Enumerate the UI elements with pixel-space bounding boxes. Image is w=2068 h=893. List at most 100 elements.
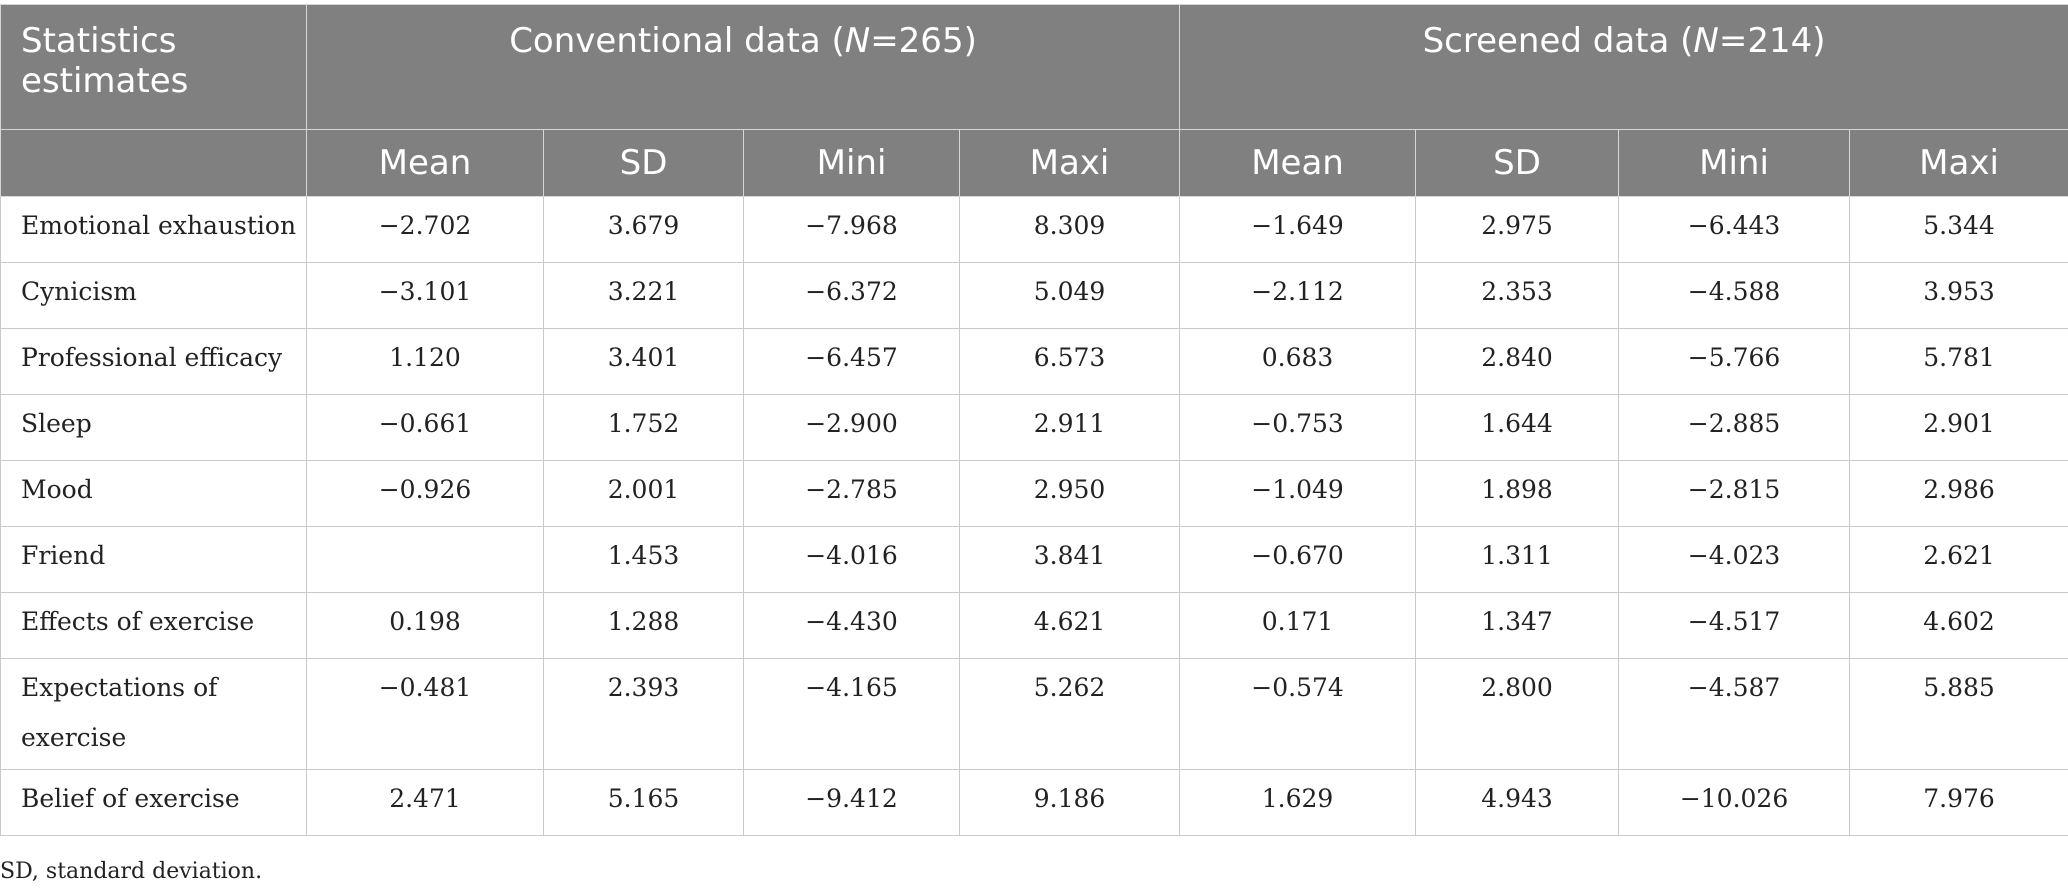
table-cell: −4.165 — [743, 658, 960, 770]
row-label: Expectations of exercise — [0, 658, 307, 770]
table-cell: −2.785 — [743, 460, 960, 527]
screened-suffix: =214) — [1718, 21, 1826, 61]
row-label: Cynicism — [0, 262, 307, 329]
screened-n-symbol: N — [1693, 21, 1719, 61]
table-cell: 4.943 — [1415, 769, 1620, 836]
table-cell: 6.573 — [958, 328, 1181, 395]
conventional-data-header: Conventional data (N=265) — [305, 4, 1181, 130]
conventional-prefix: Conventional data ( — [509, 21, 845, 61]
subcol-header: Mean — [1179, 129, 1417, 197]
table-cell: 2.975 — [1415, 196, 1620, 263]
table-cell: 2.001 — [543, 460, 744, 527]
table-cell: 5.262 — [958, 658, 1181, 770]
screened-data-header: Screened data (N=214) — [1179, 4, 2068, 130]
table-cell: 2.800 — [1415, 658, 1620, 770]
row-label: Emotional exhaustion — [0, 196, 307, 263]
row-label: Mood — [0, 460, 307, 527]
table-cell: 2.353 — [1415, 262, 1620, 329]
table-cell: −10.026 — [1618, 769, 1851, 836]
table-cell — [306, 526, 544, 593]
table-cell: 1.311 — [1415, 526, 1620, 593]
table-cell: −2.815 — [1618, 460, 1851, 527]
table-row: Professional efficacy 1.120 3.401 −6.457 6.5… — [0, 328, 2068, 395]
table-cell: 2.911 — [958, 394, 1181, 461]
subcol-header: SD — [543, 129, 744, 197]
table-cell: −0.661 — [306, 394, 544, 461]
table-cell: −0.926 — [306, 460, 544, 527]
table-row: Effects of exercise 0.198 1.288 −4.430 4.621… — [0, 592, 2068, 659]
conventional-suffix: =265) — [870, 21, 977, 61]
subcol-header: Mean — [306, 129, 544, 197]
table-cell: 3.679 — [543, 196, 744, 263]
header-row-subcolumns: Mean SD Mini Maxi Mean SD Mini Maxi — [0, 129, 2068, 197]
table-cell: 2.471 — [306, 769, 544, 836]
table-cell: −0.574 — [1179, 658, 1417, 770]
table-row: Sleep −0.661 1.752 −2.900 2.911 −0.753 1.644 −2… — [0, 394, 2068, 461]
table-cell: 0.198 — [306, 592, 544, 659]
table-row: Expectations of exercise −0.481 2.393 −4.16… — [0, 658, 2068, 770]
table-cell: 7.976 — [1849, 769, 2068, 836]
table-cell: −0.753 — [1179, 394, 1417, 461]
table-cell: −6.443 — [1618, 196, 1851, 263]
row-label: Friend — [0, 526, 307, 593]
footnote: SD, standard deviation. — [0, 859, 263, 884]
table-cell: 3.841 — [958, 526, 1181, 593]
table-row: Emotional exhaustion −2.702 3.679 −7.968 8.3… — [0, 196, 2068, 263]
table-cell: 2.393 — [543, 658, 744, 770]
statistics-table: Statistics estimates Conventional data (… — [0, 4, 2068, 836]
table-cell: 3.953 — [1849, 262, 2068, 329]
row-label: Effects of exercise — [0, 592, 307, 659]
table-cell: −4.588 — [1618, 262, 1851, 329]
table-cell: 1.629 — [1179, 769, 1417, 836]
table-cell: 0.683 — [1179, 328, 1417, 395]
table-cell: −1.649 — [1179, 196, 1417, 263]
table-cell: −6.457 — [743, 328, 960, 395]
table-cell: −0.670 — [1179, 526, 1417, 593]
table-cell: −0.481 — [306, 658, 544, 770]
table-cell: 9.186 — [958, 769, 1181, 836]
table-cell: 1.898 — [1415, 460, 1620, 527]
table-cell: 1.120 — [306, 328, 544, 395]
table-cell: −2.885 — [1618, 394, 1851, 461]
statistics-table-container: Statistics estimates Conventional data (… — [0, 4, 2068, 836]
table-cell: 1.644 — [1415, 394, 1620, 461]
table-cell: 4.602 — [1849, 592, 2068, 659]
table-cell: 3.401 — [543, 328, 744, 395]
table-cell: −4.430 — [743, 592, 960, 659]
table-cell: −4.016 — [743, 526, 960, 593]
table-cell: 2.621 — [1849, 526, 2068, 593]
table-row: Belief of exercise 2.471 5.165 −9.412 9.186 1… — [0, 769, 2068, 836]
empty-header-cell — [0, 129, 307, 197]
table-cell: −2.900 — [743, 394, 960, 461]
subcol-header: Maxi — [958, 129, 1181, 197]
table-cell: −7.968 — [743, 196, 960, 263]
table-cell: 2.840 — [1415, 328, 1620, 395]
table-cell: −2.112 — [1179, 262, 1417, 329]
table-cell: 1.288 — [543, 592, 744, 659]
table-cell: 2.901 — [1849, 394, 2068, 461]
table-cell: 8.309 — [958, 196, 1181, 263]
table-cell: 1.347 — [1415, 592, 1620, 659]
subcol-header: SD — [1415, 129, 1620, 197]
subcol-header: Mini — [743, 129, 960, 197]
table-cell: −1.049 — [1179, 460, 1417, 527]
table-cell: 3.221 — [543, 262, 744, 329]
row-label: Belief of exercise — [0, 769, 307, 836]
table-cell: 5.781 — [1849, 328, 2068, 395]
subcol-header: Maxi — [1849, 129, 2068, 197]
table-row: Mood −0.926 2.001 −2.785 2.950 −1.049 1.898 −2.… — [0, 460, 2068, 527]
table-cell: 5.049 — [958, 262, 1181, 329]
table-cell: 1.752 — [543, 394, 744, 461]
table-cell: −9.412 — [743, 769, 960, 836]
table-cell: 4.621 — [958, 592, 1181, 659]
header-row-groups: Statistics estimates Conventional data (… — [0, 4, 2068, 130]
table-row: Cynicism −3.101 3.221 −6.372 5.049 −2.112 2.35… — [0, 262, 2068, 329]
conventional-n-symbol: N — [844, 21, 871, 61]
subcol-header: Mini — [1618, 129, 1851, 197]
table-cell: 2.986 — [1849, 460, 2068, 527]
table-cell: −4.587 — [1618, 658, 1851, 770]
table-cell: 2.950 — [958, 460, 1181, 527]
table-cell: −3.101 — [306, 262, 544, 329]
statistics-estimates-header: Statistics estimates — [0, 4, 307, 130]
table-cell: −6.372 — [743, 262, 960, 329]
